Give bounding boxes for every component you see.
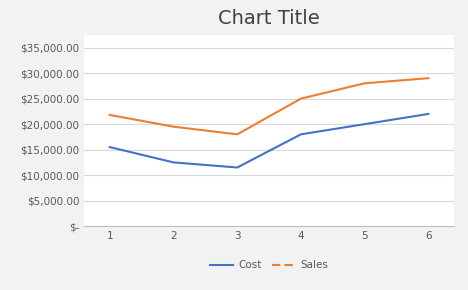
- Title: Chart Title: Chart Title: [218, 9, 320, 28]
- Legend: Cost, Sales: Cost, Sales: [206, 256, 332, 275]
